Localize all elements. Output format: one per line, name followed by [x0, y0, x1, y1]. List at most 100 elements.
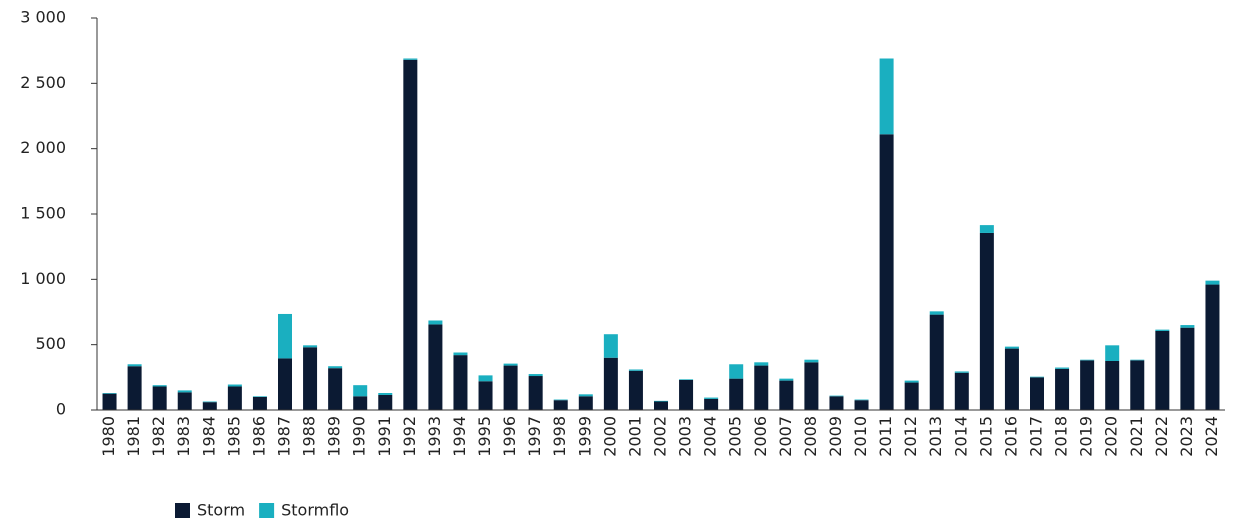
bar-segment: [779, 380, 794, 410]
x-tick-label: 2003: [676, 416, 695, 457]
x-tick-label: 1995: [475, 416, 494, 457]
bar-segment: [1130, 360, 1145, 410]
bar-segment: [328, 368, 343, 410]
y-tick-label: 2 500: [20, 73, 66, 92]
bar-segment: [528, 376, 543, 410]
bar-segment: [278, 358, 292, 410]
bar-segment: [127, 366, 142, 410]
x-tick-label: 2005: [726, 416, 745, 457]
x-tick-label: 2024: [1202, 416, 1221, 457]
x-tick-label: 2016: [1001, 416, 1020, 457]
x-tick-label: 1992: [400, 416, 419, 457]
bar-segment: [177, 392, 192, 410]
bar-segment: [754, 365, 769, 410]
x-tick-label: 2015: [976, 416, 995, 457]
y-tick-label: 1 500: [20, 204, 66, 223]
bar-segment: [979, 232, 994, 410]
x-tick-label: 1984: [199, 416, 218, 457]
bar-segment: [854, 399, 869, 401]
x-tick-label: 2007: [776, 416, 795, 457]
x-tick-label: 2021: [1127, 416, 1146, 457]
bar-segment: [102, 393, 117, 394]
x-tick-label: 1986: [249, 416, 268, 457]
bar-segment: [804, 359, 819, 363]
bar-segment: [929, 311, 944, 315]
bar-segment: [854, 400, 869, 410]
bar-segment: [553, 400, 568, 410]
bar-segment: [152, 385, 167, 387]
bar-segment: [654, 400, 668, 402]
bar-segment: [428, 320, 443, 325]
x-tick-label: 1982: [149, 416, 168, 457]
bar-segment: [879, 134, 894, 410]
bar-segment: [804, 362, 819, 410]
y-tick-label: 2 000: [20, 138, 66, 157]
x-tick-label: 1999: [575, 416, 594, 457]
x-tick-label: 1996: [500, 416, 519, 457]
bar-segment: [353, 385, 368, 397]
bar-segment: [1004, 346, 1019, 349]
bar-segment: [929, 314, 944, 410]
x-tick-label: 2008: [801, 416, 820, 457]
x-tick-label: 2017: [1027, 416, 1046, 457]
bar-segment: [1004, 348, 1019, 410]
x-tick-label: 1985: [224, 416, 243, 457]
bar-segment: [378, 393, 393, 395]
y-tick-label: 3 000: [20, 8, 66, 27]
bar-segment: [553, 399, 568, 401]
bar-segment: [1105, 345, 1120, 361]
bar-segment: [979, 225, 994, 233]
bar-segment: [1055, 368, 1070, 410]
x-tick-label: 2020: [1102, 416, 1121, 457]
bar-segment: [1030, 377, 1044, 410]
bar-segment: [353, 396, 368, 410]
bar-segment: [1205, 280, 1220, 285]
bar-segment: [378, 394, 393, 410]
legend-swatch: [259, 503, 275, 518]
bar-segment: [503, 365, 518, 410]
legend-label: Stormflo: [281, 501, 349, 520]
bar-segment: [954, 372, 969, 410]
x-tick-label: 2012: [901, 416, 920, 457]
bar-segment: [303, 347, 318, 410]
x-tick-label: 1989: [325, 416, 344, 457]
bar-segment: [202, 402, 217, 410]
bar-segment: [1180, 327, 1195, 410]
x-tick-label: 2001: [625, 416, 644, 457]
bar-segment: [303, 345, 318, 348]
bar-segment: [1155, 330, 1170, 410]
bar-segment: [1155, 329, 1170, 331]
bar-segment: [1080, 359, 1095, 361]
legend-swatch: [175, 503, 190, 518]
x-tick-label: 2023: [1177, 416, 1196, 457]
x-tick-label: 2019: [1077, 416, 1096, 457]
bar-segment: [403, 59, 418, 411]
x-tick-label: 1991: [375, 416, 394, 457]
bar-segment: [704, 397, 719, 399]
bar-segment: [428, 324, 443, 410]
x-tick-label: 2010: [851, 416, 870, 457]
bar-segment: [478, 375, 493, 382]
bar-segment: [478, 381, 493, 410]
bar-segment: [503, 363, 518, 366]
bar-segment: [578, 396, 593, 410]
bar-segment: [127, 364, 142, 367]
x-tick-label: 1994: [450, 416, 469, 457]
y-tick-label: 0: [56, 400, 66, 419]
bar-segment: [879, 58, 894, 135]
x-tick-label: 2002: [651, 416, 670, 457]
bar-segment: [904, 382, 919, 410]
bar-segment: [252, 396, 267, 410]
bar-segment: [453, 352, 468, 356]
x-tick-label: 2009: [826, 416, 845, 457]
bar-segment: [954, 371, 969, 373]
x-tick-label: 1987: [275, 416, 294, 457]
bar-segment: [904, 380, 919, 383]
bar-segment: [603, 334, 618, 358]
bar-segment: [1055, 367, 1070, 369]
x-tick-label: 1990: [350, 416, 369, 457]
bar-segment: [1180, 325, 1195, 328]
bar-segment: [829, 396, 844, 410]
x-tick-label: 2014: [951, 416, 970, 457]
x-tick-label: 2013: [926, 416, 945, 457]
